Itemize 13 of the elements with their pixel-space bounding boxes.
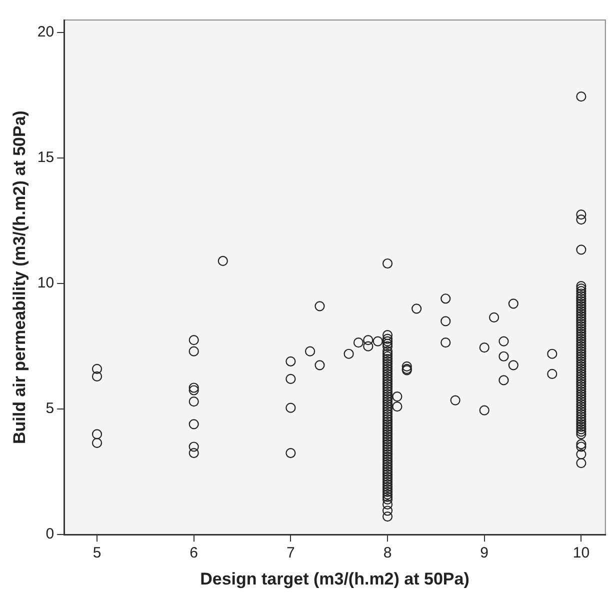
x-tick-label: 9 [480,544,489,562]
y-tick-label: 20 [37,24,54,41]
x-axis-title: Design target (m3/(h.m2) at 50Pa) [200,569,470,588]
x-tick-label: 7 [286,544,295,562]
y-tick-label: 0 [46,526,54,543]
x-tick-label: 10 [572,544,590,562]
y-axis-title: Build air permeability (m3/(h.m2) at 50Pa) [10,110,29,444]
x-tick-label: 6 [190,544,198,562]
y-tick-label: 15 [37,149,54,166]
y-tick-label: 10 [37,274,54,292]
y-tick-label: 5 [46,400,54,418]
x-tick-label: 8 [383,544,392,562]
x-tick-label: 5 [92,544,102,562]
